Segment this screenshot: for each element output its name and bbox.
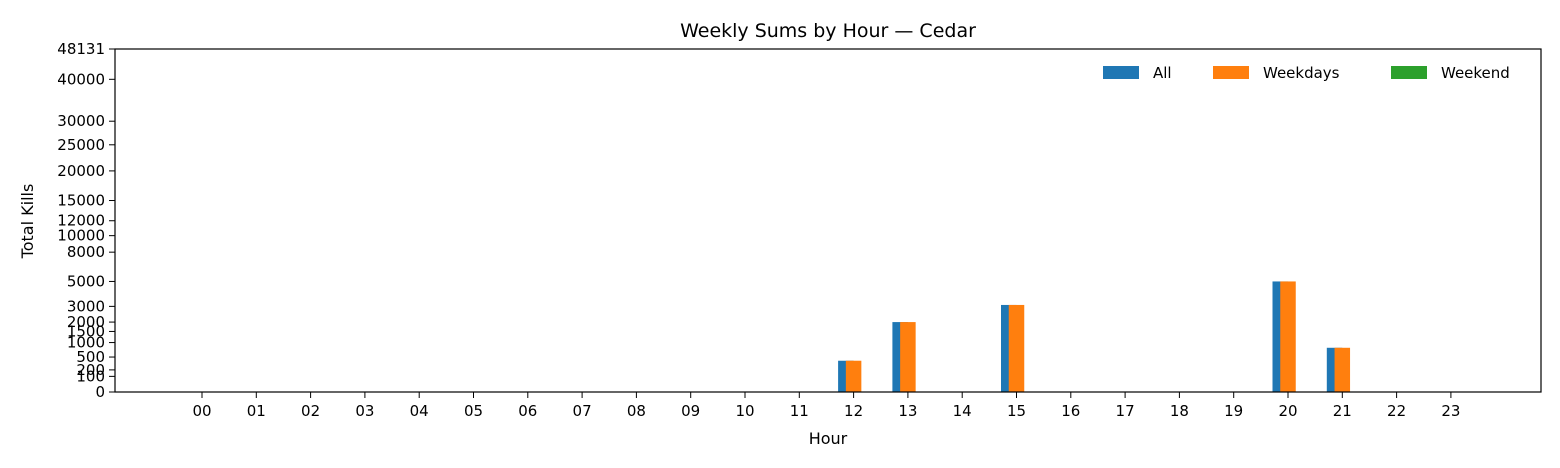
legend-label-weekdays: Weekdays bbox=[1263, 64, 1340, 82]
x-axis-label: Hour bbox=[809, 429, 848, 448]
y-tick-label: 5000 bbox=[67, 272, 105, 290]
x-tick-label: 18 bbox=[1170, 402, 1189, 420]
y-tick-label: 0 bbox=[95, 383, 105, 401]
y-tick-label: 15000 bbox=[57, 192, 105, 210]
y-tick-label: 10000 bbox=[57, 227, 105, 245]
x-tick-label: 15 bbox=[1007, 402, 1026, 420]
x-tick-label: 05 bbox=[464, 402, 483, 420]
y-tick-label: 20000 bbox=[57, 162, 105, 180]
x-tick-label: 21 bbox=[1333, 402, 1352, 420]
y-tick-label: 25000 bbox=[57, 136, 105, 154]
x-tick-label: 07 bbox=[573, 402, 592, 420]
x-tick-label: 13 bbox=[898, 402, 917, 420]
y-tick-label: 40000 bbox=[57, 70, 105, 88]
x-tick-label: 17 bbox=[1116, 402, 1135, 420]
y-tick-label: 200 bbox=[76, 361, 105, 379]
x-tick-label: 14 bbox=[953, 402, 972, 420]
legend-label-all: All bbox=[1153, 64, 1172, 82]
y-tick-label: 500 bbox=[76, 348, 105, 366]
x-axis-ticks: 00 01 02 03 04 05 06 07 08 09 10 11 12 13 14 15 16 17 18 19… bbox=[192, 392, 1460, 420]
x-tick-label: 02 bbox=[301, 402, 320, 420]
legend-swatch-weekdays bbox=[1213, 66, 1249, 79]
x-tick-label: 12 bbox=[844, 402, 863, 420]
legend: All Weekdays Weekend bbox=[1103, 64, 1510, 82]
x-tick-label: 00 bbox=[192, 402, 211, 420]
bar-weekdays-15 bbox=[1008, 304, 1025, 392]
y-axis-label: Total Kills bbox=[18, 184, 37, 260]
x-tick-label: 20 bbox=[1278, 402, 1297, 420]
y-tick-label: 3000 bbox=[67, 297, 105, 315]
x-tick-label: 16 bbox=[1061, 402, 1080, 420]
y-tick-label: 8000 bbox=[67, 243, 105, 261]
x-tick-label: 19 bbox=[1224, 402, 1243, 420]
x-tick-label: 23 bbox=[1441, 402, 1460, 420]
y-tick-label: 2000 bbox=[67, 313, 105, 331]
x-tick-label: 11 bbox=[790, 402, 809, 420]
y-tick-label: 48131 bbox=[57, 40, 105, 58]
y-tick-label: 12000 bbox=[57, 212, 105, 230]
x-tick-label: 10 bbox=[735, 402, 754, 420]
y-tick-label: 30000 bbox=[57, 112, 105, 130]
legend-label-weekend: Weekend bbox=[1441, 64, 1510, 82]
x-tick-label: 22 bbox=[1387, 402, 1406, 420]
chart-title: Weekly Sums by Hour — Cedar bbox=[680, 20, 976, 42]
legend-swatch-weekend bbox=[1391, 66, 1427, 79]
x-tick-label: 06 bbox=[518, 402, 537, 420]
x-tick-label: 01 bbox=[247, 402, 266, 420]
bar-weekdays-21 bbox=[1334, 347, 1351, 392]
y-tick-label: 100 bbox=[76, 367, 105, 385]
x-tick-label: 03 bbox=[355, 402, 374, 420]
x-tick-label: 04 bbox=[410, 402, 429, 420]
plot-frame bbox=[114, 48, 1542, 393]
bar-weekdays-20 bbox=[1280, 281, 1296, 392]
bar-weekdays-13 bbox=[900, 322, 916, 392]
bar-weekdays-12 bbox=[845, 360, 862, 392]
x-tick-label: 08 bbox=[627, 402, 646, 420]
legend-swatch-all bbox=[1103, 66, 1139, 79]
x-tick-label: 09 bbox=[681, 402, 700, 420]
y-tick-label: 1500 bbox=[67, 322, 105, 340]
y-tick-label: 1000 bbox=[67, 334, 105, 352]
y-axis-ticks: 0100200500100015002000300050008000100001… bbox=[57, 40, 115, 401]
bars bbox=[838, 281, 1351, 392]
